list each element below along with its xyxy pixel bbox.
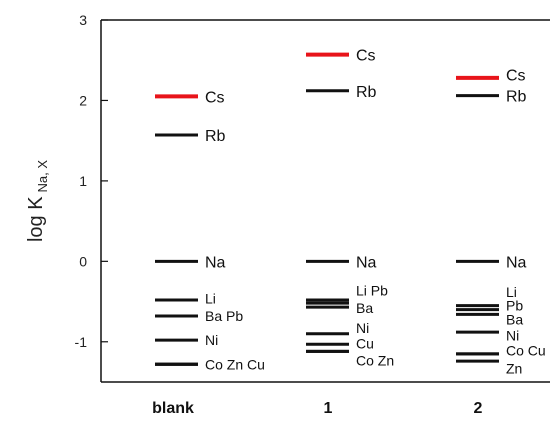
ion-label: Ba bbox=[506, 311, 523, 327]
ion-label: Cs bbox=[205, 89, 225, 106]
x-category-label: blank bbox=[152, 400, 194, 417]
ion-label: Ba bbox=[356, 300, 373, 316]
y-tick-label: 2 bbox=[79, 92, 87, 108]
x-category-label: 1 bbox=[324, 400, 333, 417]
ion-label: Na bbox=[205, 254, 226, 271]
y-tick-label: 3 bbox=[79, 12, 87, 28]
ion-label: Ni bbox=[205, 332, 218, 348]
x-category-label: 2 bbox=[474, 400, 483, 417]
y-tick-label: -1 bbox=[75, 334, 88, 350]
y-tick-label: 1 bbox=[79, 173, 87, 189]
ion-label: Cu bbox=[356, 335, 374, 351]
ion-label: Co Cu bbox=[506, 343, 546, 359]
ion-label: Zn bbox=[506, 360, 522, 376]
ion-label: Na bbox=[506, 254, 527, 271]
axes: 3 2 1 0 -1 log KNa, X blank 1 2 bbox=[25, 12, 550, 417]
ion-label: Li bbox=[506, 284, 517, 300]
ion-label: Co Zn Cu bbox=[205, 356, 265, 372]
ion-label: Rb bbox=[205, 128, 226, 145]
ion-label: Na bbox=[356, 254, 377, 271]
ion-label: Cs bbox=[506, 68, 526, 85]
ion-label: Li Pb bbox=[356, 282, 388, 298]
marks bbox=[155, 52, 499, 366]
ion-label: Ni bbox=[506, 327, 519, 343]
ion-label: Pb bbox=[506, 298, 523, 314]
ion-label: Rb bbox=[506, 89, 527, 106]
ion-label: Cs bbox=[356, 48, 376, 65]
y-axis-title: log KNa, X bbox=[25, 160, 50, 242]
ion-label: Rb bbox=[356, 84, 377, 101]
ion-label: Li bbox=[205, 290, 216, 306]
ion-label: Ni bbox=[356, 320, 369, 336]
y-tick-label: 0 bbox=[79, 253, 87, 269]
ion-label: Ba Pb bbox=[205, 308, 243, 324]
ion-label: Co Zn bbox=[356, 352, 394, 368]
